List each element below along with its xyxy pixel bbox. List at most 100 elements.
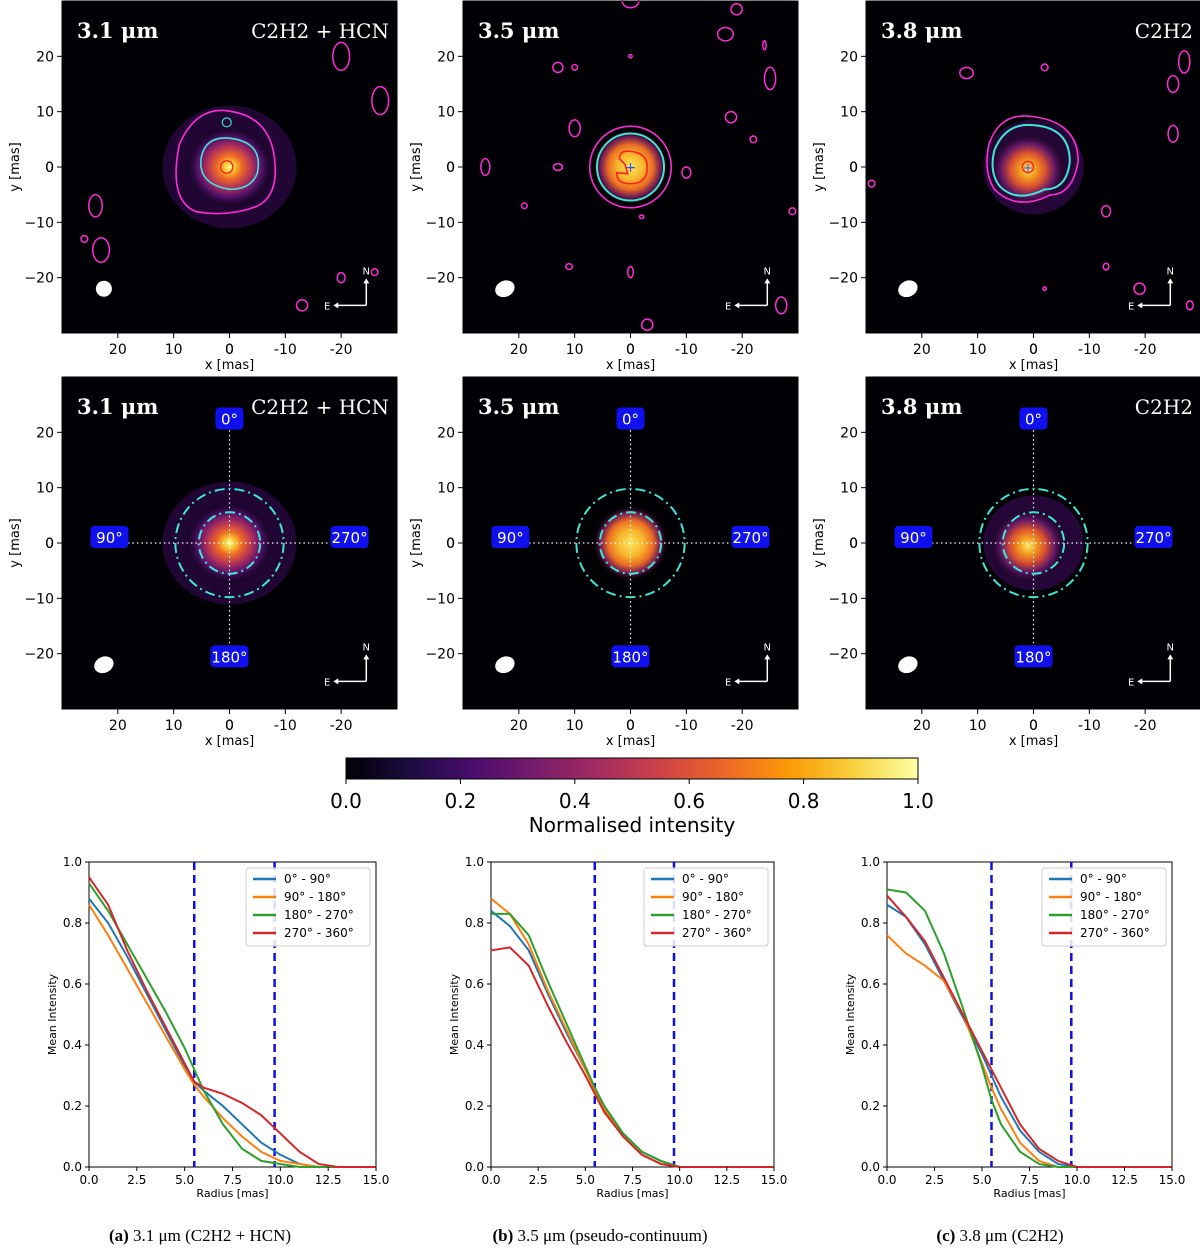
x-axis-label: Radius [mas]	[596, 1187, 668, 1200]
y-tick-label: 0.4	[861, 1038, 880, 1052]
y-tick-label: 0.4	[63, 1038, 82, 1052]
y-tick-label: 0.2	[465, 1099, 484, 1113]
x-tick-label: -20	[1134, 342, 1157, 358]
legend-entry: 90° - 180°	[682, 890, 744, 904]
angle-label: 90°	[497, 529, 524, 547]
caption-c: (c) 3.8 μm (C2H2)	[800, 1226, 1200, 1246]
outer-ring	[174, 487, 285, 599]
colorbar-tick-label: 0.2	[444, 789, 476, 813]
x-tick-label: 10	[165, 718, 183, 734]
x-tick-label: 20	[510, 342, 528, 358]
compass-n-label: N	[764, 266, 771, 277]
x-tick-label: -20	[731, 342, 754, 358]
y-tick-label: 0.2	[63, 1099, 82, 1113]
legend-entry: 180° - 270°	[1080, 908, 1150, 922]
colorbar: 0.0 0.2 0.4 0.6 0.8 1.0 Normalised intensity	[330, 757, 934, 837]
x-tick-label: 20	[510, 718, 528, 734]
beam-ellipse	[898, 656, 918, 674]
contour-magenta	[986, 115, 1079, 203]
colorbar-tick-label: 0.6	[673, 789, 705, 813]
x-tick-label: 5.0	[972, 1173, 991, 1187]
colorbar-tick-label: 0.0	[330, 789, 362, 813]
angle-label-box	[616, 407, 645, 430]
noise-contour	[91, 236, 111, 264]
x-tick-label: -10	[274, 342, 297, 358]
y-tick-label: −20	[828, 271, 858, 287]
x-axis-label: x [mas]	[606, 734, 655, 749]
x-tick-label: 0	[1029, 718, 1038, 734]
x-tick-label: -10	[675, 342, 698, 358]
x-tick-label: 7.5	[1020, 1173, 1039, 1187]
noise-contour	[88, 193, 103, 218]
y-tick-label: 20	[840, 425, 858, 441]
legend-entry: 0° - 90°	[682, 872, 729, 886]
y-tick-label: 20	[36, 49, 54, 65]
noise-contour	[480, 157, 491, 177]
beam-ellipse	[94, 656, 114, 674]
angle-label-box	[215, 407, 244, 430]
emission-core	[592, 129, 669, 205]
noise-contour	[867, 179, 876, 188]
y-axis-label: y [mas]	[409, 518, 424, 567]
series-line	[490, 946, 774, 1168]
y-axis-label: y [mas]	[8, 142, 23, 191]
noise-contour	[552, 61, 564, 74]
panel-species-label: C2H2 + HCN	[251, 19, 389, 43]
caption-text-a: 3.1 μm (C2H2 + HCN)	[133, 1226, 292, 1245]
x-tick-label: 10.0	[1064, 1173, 1091, 1187]
angle-label-box	[491, 526, 530, 548]
x-tick-label: 10	[969, 718, 987, 734]
y-tick-label: 1.0	[465, 855, 484, 869]
y-tick-label: −10	[24, 591, 54, 607]
y-tick-label: 0.8	[465, 916, 484, 930]
compass-n-label: N	[1167, 642, 1174, 653]
y-tick-label: 20	[437, 425, 455, 441]
y-tick-label: 0	[446, 160, 455, 176]
y-tick-label: 0	[849, 536, 858, 552]
x-tick-label: 15.0	[1159, 1173, 1186, 1187]
x-tick-label: -10	[1078, 342, 1101, 358]
angle-label-box	[731, 526, 770, 548]
y-tick-label: 20	[437, 49, 455, 65]
x-tick-label: 0	[626, 342, 635, 358]
angle-label: 270°	[732, 529, 768, 547]
noise-contour	[788, 207, 797, 216]
compass-north-head	[764, 278, 771, 284]
compass-n-label: N	[363, 642, 370, 653]
panel-wavelength-label: 3.8 μm	[881, 394, 962, 419]
image-panel-mid-A: 0° 90° 180° 270° N E 3.1 μm C2H2 + HCN 20 10 0 -10 -…	[8, 376, 398, 749]
angle-label-box	[1019, 407, 1048, 430]
y-tick-label: 0.0	[861, 1160, 880, 1174]
panel-species-label: C2H2	[1135, 395, 1193, 419]
y-tick-label: 0.0	[465, 1160, 484, 1174]
x-tick-label: 0.0	[877, 1173, 896, 1187]
noise-contour	[626, 265, 635, 279]
y-tick-label: 0.6	[465, 977, 484, 991]
compass-e-label: E	[324, 677, 330, 688]
caption-text-c: 3.8 μm (C2H2)	[959, 1226, 1064, 1245]
legend-entry: 0° - 90°	[284, 872, 331, 886]
x-tick-label: -20	[731, 718, 754, 734]
beam-ellipse	[95, 280, 112, 297]
noise-contour	[730, 2, 743, 16]
legend-box	[643, 867, 769, 947]
colorbar-gradient	[345, 757, 919, 780]
noise-contour	[520, 202, 528, 210]
contour-magenta	[175, 109, 277, 215]
noise-contour	[716, 26, 734, 42]
angle-label: 90°	[900, 529, 927, 547]
panel-wavelength-label: 3.5 μm	[478, 394, 559, 419]
colorbar-tick-label: 0.8	[788, 789, 820, 813]
compass-east-head	[333, 678, 339, 685]
y-tick-label: 0.4	[465, 1038, 484, 1052]
compass-east-head	[333, 302, 339, 309]
center-marker: +	[1023, 161, 1033, 175]
y-tick-label: 10	[840, 105, 858, 121]
colorbar-label: Normalised intensity	[529, 813, 736, 837]
y-tick-label: 0	[849, 160, 858, 176]
y-tick-label: −20	[24, 647, 54, 663]
x-tick-label: 5.0	[576, 1173, 595, 1187]
legend-entry: 180° - 270°	[284, 908, 354, 922]
angle-label-box	[330, 526, 369, 548]
